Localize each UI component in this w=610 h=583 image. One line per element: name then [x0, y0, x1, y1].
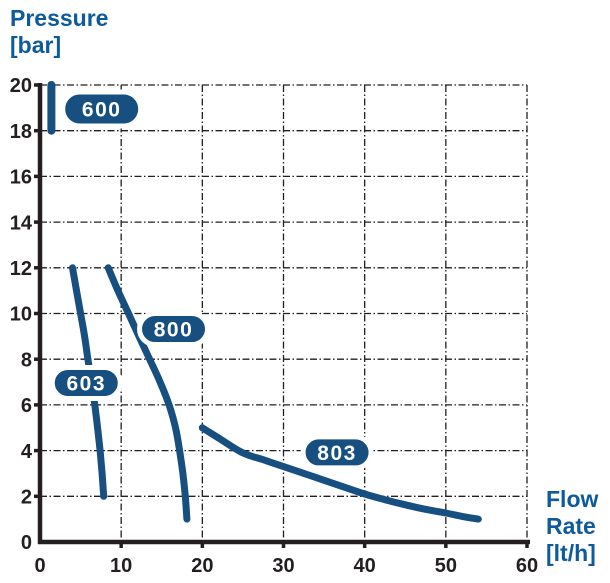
y-tick-label: 2 [21, 487, 32, 509]
y-tick-label: 10 [10, 304, 32, 326]
y-tick-label: 14 [10, 212, 33, 234]
x-tick-label: 50 [435, 555, 457, 577]
x-tick-label: 30 [272, 555, 294, 577]
series-pill-label-603: 603 [66, 373, 106, 396]
x-tick-label: 10 [110, 555, 132, 577]
y-tick-label: 6 [21, 395, 32, 417]
x-axis-title-line1: Flow [546, 486, 599, 512]
x-tick-label: 20 [191, 555, 213, 577]
series-pill-600 [60, 89, 144, 129]
x-axis-title: Flow Rate [lt/h] [546, 486, 598, 567]
y-axis-title: Pressure [bar] [10, 5, 108, 59]
series-pill-label-800: 800 [154, 319, 194, 342]
x-tick-label: 40 [354, 555, 376, 577]
x-tick-label: 0 [34, 555, 45, 577]
y-tick-label: 12 [10, 258, 32, 280]
x-axis-title-line3: [lt/h] [546, 540, 596, 566]
x-axis-title-line2: Rate [546, 513, 596, 539]
series-pill-803 [300, 434, 374, 471]
x-tick-label: 60 [516, 555, 538, 577]
curve-800 [104, 264, 191, 523]
y-axis-title-line2: [bar] [10, 32, 62, 58]
y-axis-title-line1: Pressure [10, 5, 109, 31]
series-pill-label-600: 600 [82, 99, 122, 122]
series-pill-603 [49, 364, 123, 401]
curve-803 [198, 424, 482, 523]
y-tick-label: 8 [21, 349, 32, 371]
y-tick-label: 4 [21, 441, 33, 463]
y-tick-label: 18 [10, 121, 32, 143]
series-pill-800 [137, 311, 211, 348]
series-pill-label-803: 803 [317, 442, 357, 465]
y-tick-label: 16 [10, 167, 32, 189]
y-tick-label: 0 [21, 532, 32, 554]
y-tick-label: 20 [10, 75, 32, 97]
